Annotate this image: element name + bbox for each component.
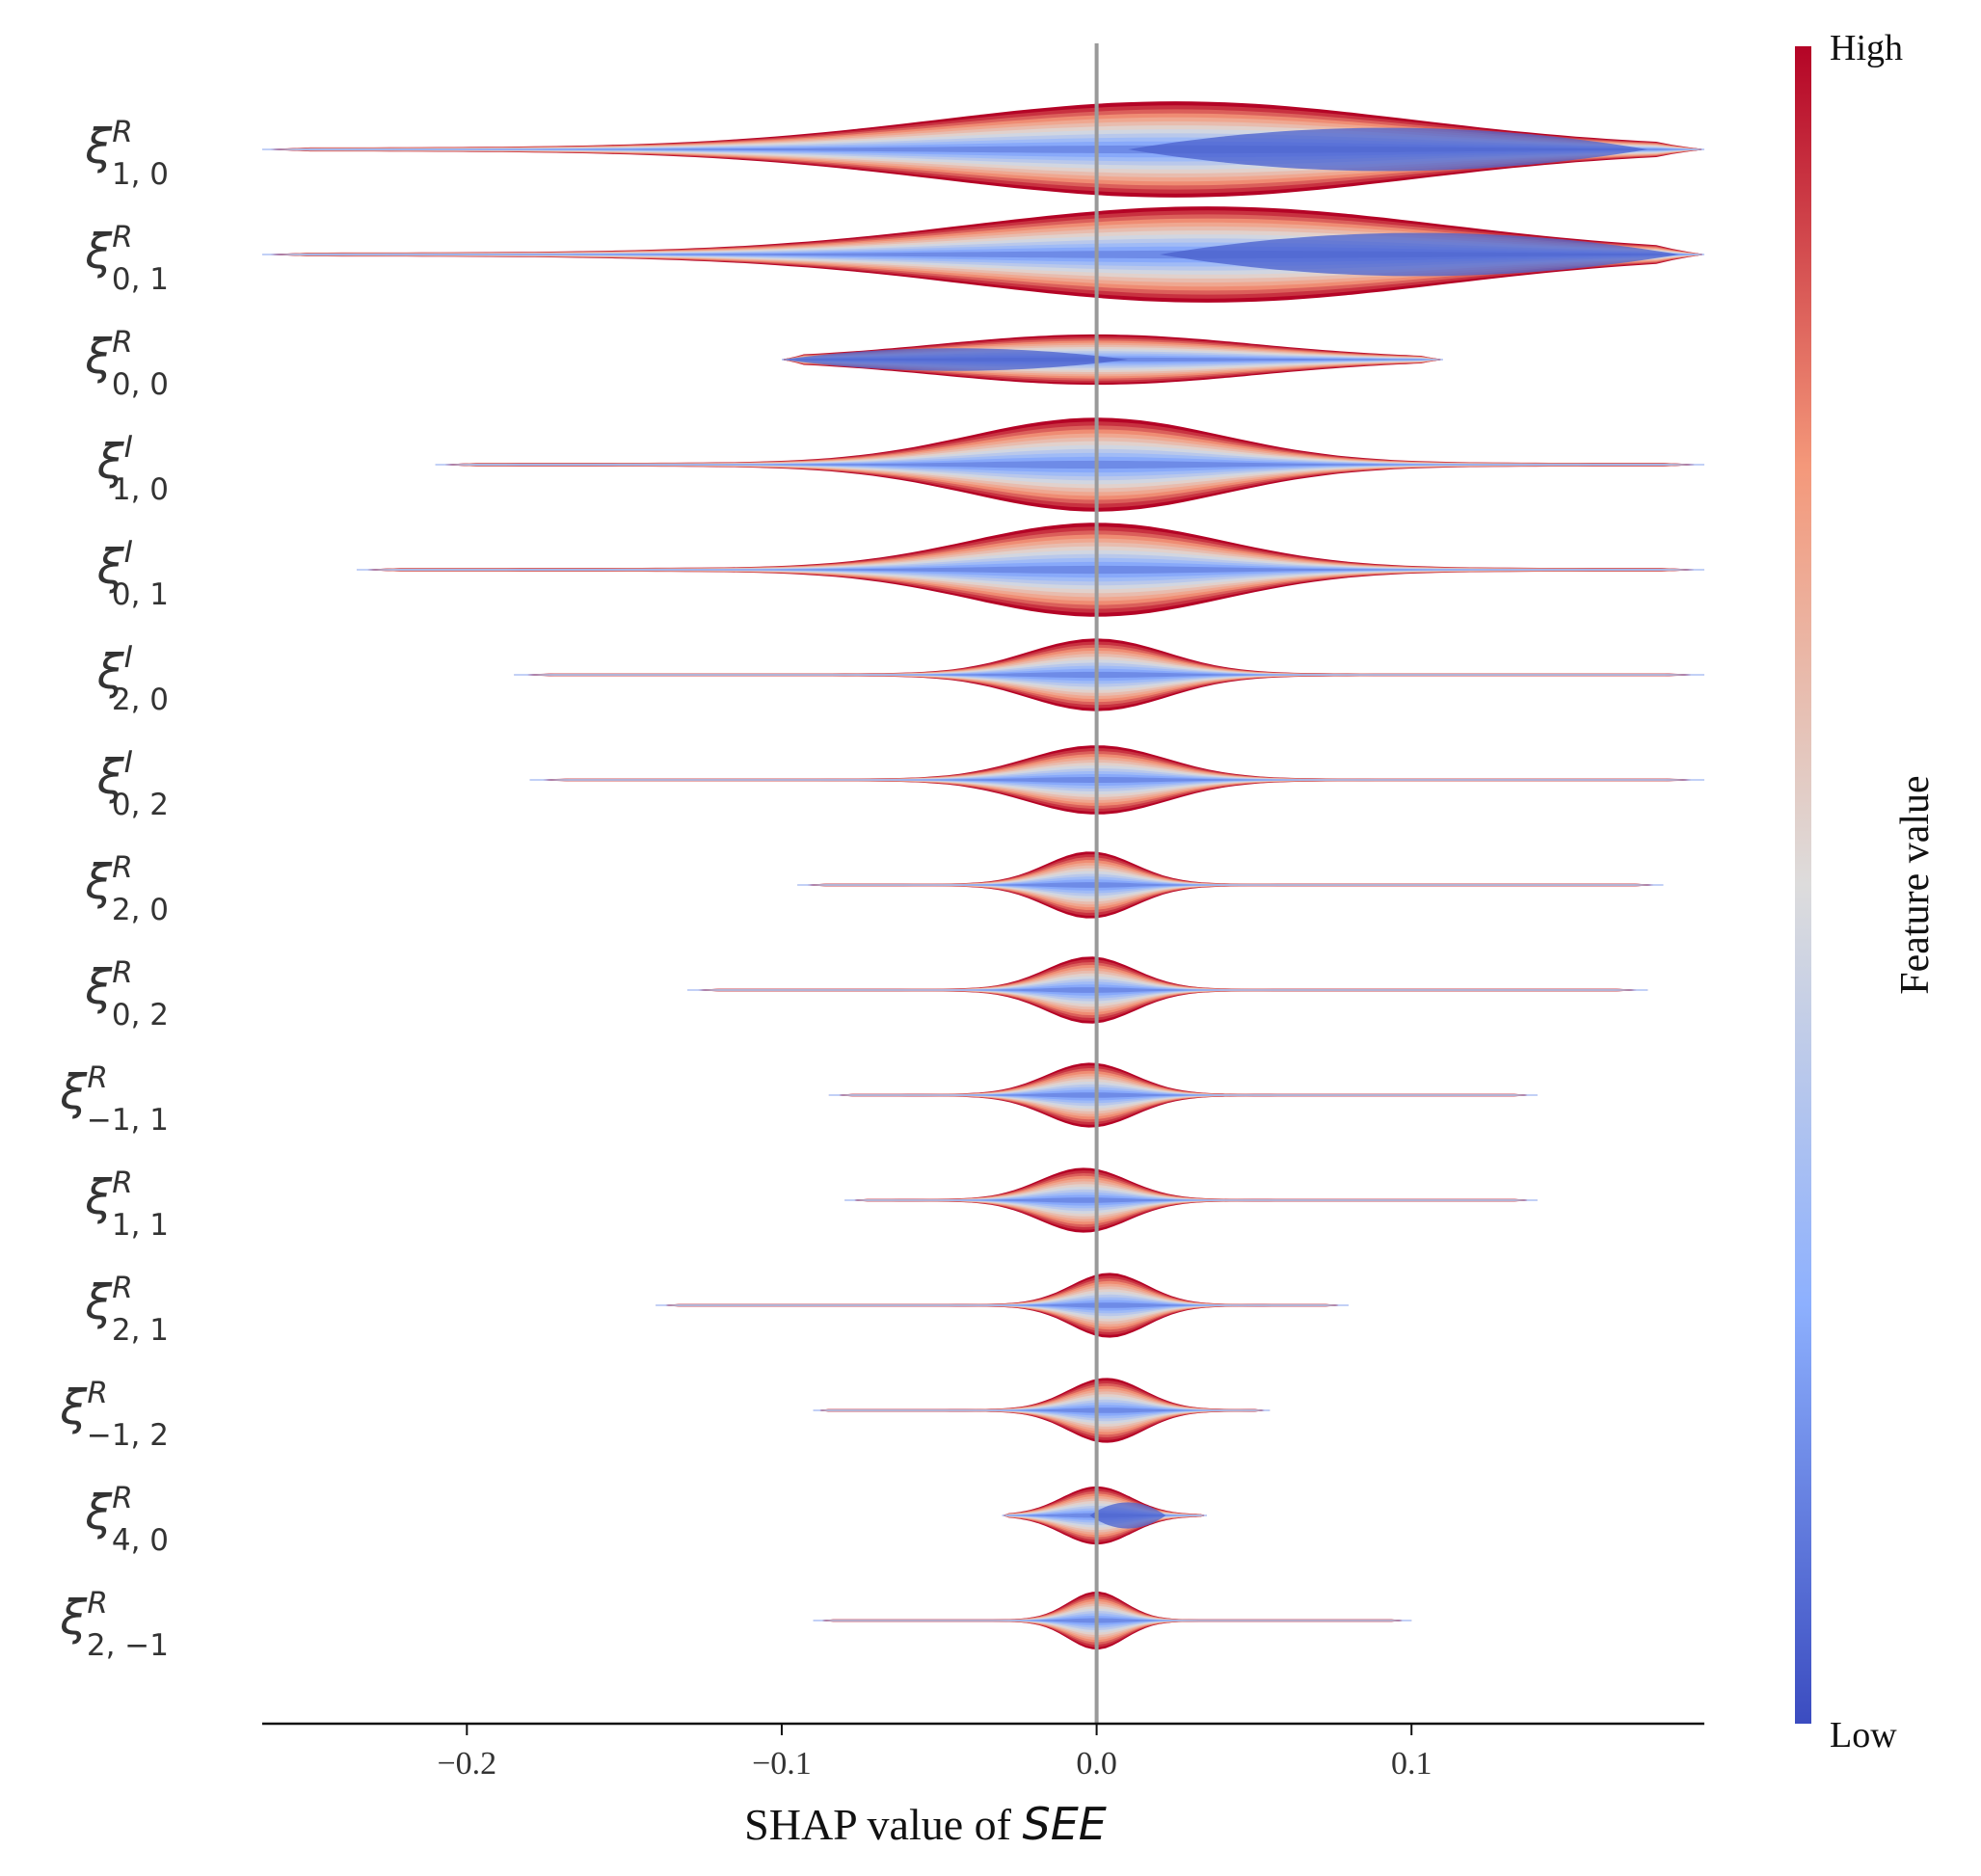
violin-5 bbox=[514, 638, 1704, 711]
feature-label-5: ξI 2, 0 bbox=[96, 640, 169, 717]
feature-label-10: ξR 1, 1 bbox=[84, 1166, 169, 1243]
feature-label-14: ξR 2, −1 bbox=[59, 1586, 169, 1663]
violin-0 bbox=[262, 101, 1704, 198]
feature-labels: ξR 1, 0 ξR 0, 1 ξR 0, 0 ξI 1, 0 ξI 0, 1 ξI 2, 0 ξI 0,… bbox=[59, 115, 169, 1663]
violin-12-band-1 bbox=[813, 1407, 1271, 1413]
feature-label-1: ξR 0, 1 bbox=[84, 220, 169, 297]
violin-11 bbox=[656, 1273, 1349, 1338]
violin-3-band-1 bbox=[435, 460, 1705, 469]
colorbar: High Low Feature value bbox=[1795, 28, 1938, 1755]
violin-5-band-1 bbox=[514, 671, 1704, 679]
violin-14-band-1 bbox=[813, 1618, 1412, 1623]
violin-3 bbox=[435, 417, 1705, 512]
feature-label-9: ξR −1, 1 bbox=[59, 1060, 169, 1138]
violin-2-low-lobe bbox=[782, 348, 1129, 371]
x-axis-title: SHAP value of SEE bbox=[744, 1798, 1107, 1850]
violin-14 bbox=[813, 1591, 1412, 1650]
x-tick-label-2: 0.0 bbox=[1076, 1746, 1117, 1782]
x-axis-title-prefix: SHAP value of bbox=[744, 1800, 1022, 1849]
violin-9-band-1 bbox=[828, 1092, 1538, 1098]
feature-label-3: ξI 1, 0 bbox=[96, 430, 169, 507]
colorbar-high-label: High bbox=[1830, 28, 1903, 68]
violin-6-band-1 bbox=[529, 777, 1704, 783]
x-tick-label-0: −0.2 bbox=[437, 1746, 496, 1782]
violin-layer bbox=[262, 101, 1705, 1650]
violin-4 bbox=[357, 523, 1704, 617]
feature-label-2: ξR 0, 0 bbox=[84, 325, 169, 402]
feature-label-12: ξR −1, 2 bbox=[59, 1376, 169, 1453]
feature-label-7: ξR 2, 0 bbox=[84, 850, 169, 927]
feature-label-4: ξI 0, 1 bbox=[96, 535, 169, 612]
violin-7-band-1 bbox=[797, 882, 1664, 888]
violin-9 bbox=[828, 1062, 1538, 1128]
feature-label-13: ξR 4, 0 bbox=[84, 1481, 169, 1558]
x-axis-title-variable: SEE bbox=[1023, 1798, 1107, 1850]
x-tick-label-1: −0.1 bbox=[752, 1746, 812, 1782]
violin-7 bbox=[797, 851, 1664, 919]
violin-1-low-lobe bbox=[1159, 232, 1679, 277]
colorbar-gradient bbox=[1795, 46, 1811, 1724]
feature-label-0: ξR 1, 0 bbox=[84, 115, 169, 192]
violin-13-low-lobe bbox=[1089, 1502, 1166, 1529]
x-tick-label-3: 0.1 bbox=[1391, 1746, 1432, 1782]
violin-1 bbox=[262, 206, 1704, 303]
colorbar-low-label: Low bbox=[1830, 1715, 1897, 1755]
violin-12 bbox=[813, 1378, 1271, 1443]
violin-0-low-lobe bbox=[1128, 127, 1648, 172]
violin-8-band-1 bbox=[687, 987, 1648, 993]
violin-10-band-1 bbox=[844, 1197, 1538, 1203]
violin-10 bbox=[844, 1167, 1538, 1233]
violin-13 bbox=[1002, 1486, 1207, 1545]
colorbar-title: Feature value bbox=[1893, 775, 1938, 994]
violin-4-band-1 bbox=[357, 565, 1704, 575]
feature-label-6: ξI 0, 2 bbox=[96, 745, 169, 822]
violin-8 bbox=[687, 956, 1648, 1024]
violin-2 bbox=[782, 334, 1443, 386]
violin-6 bbox=[529, 745, 1704, 815]
feature-label-11: ξR 2, 1 bbox=[84, 1271, 169, 1348]
x-axis-ticks: −0.2 −0.1 0.0 0.1 bbox=[437, 1724, 1432, 1782]
violin-11-band-1 bbox=[656, 1302, 1349, 1308]
feature-label-8: ξR 0, 2 bbox=[84, 955, 169, 1032]
